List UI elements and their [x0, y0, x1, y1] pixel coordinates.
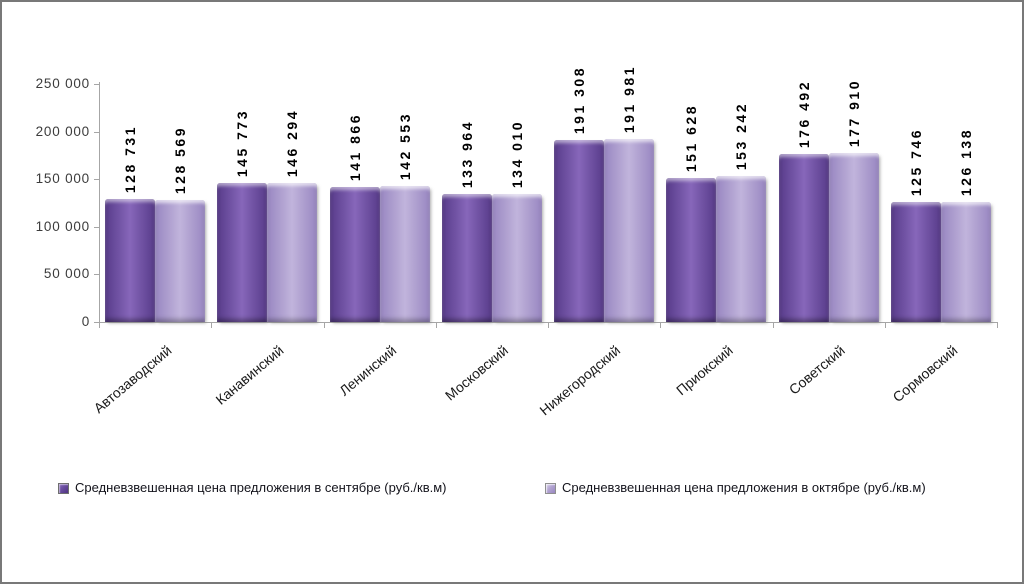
bar-value-label: 153 242: [716, 102, 766, 170]
bar-series1-Автозаводский: [105, 199, 155, 322]
bar-series2-Автозаводский: [155, 200, 205, 322]
bar-series2-Канавинский: [267, 183, 317, 322]
y-axis-tick: [94, 131, 99, 133]
category-label: Автозаводский: [90, 342, 175, 417]
bar-series2-Московский: [492, 194, 542, 322]
x-axis-tick: [324, 322, 325, 328]
legend-swatch-icon: [58, 482, 69, 494]
bar-series1-Московский: [442, 194, 492, 322]
bar-value-label: 125 746: [891, 128, 941, 196]
legend-label: Средневзвешенная цена предложения в октя…: [562, 480, 926, 495]
category-label: Нижегородский: [536, 342, 624, 419]
bar-value-label: 128 569: [155, 126, 205, 194]
bar-value-text: 133 964: [459, 119, 475, 188]
bar-series1-Сормовский: [891, 202, 941, 322]
bar-value-text: 151 628: [683, 103, 699, 172]
bar-value-label: 145 773: [217, 109, 267, 177]
y-axis: [99, 82, 100, 322]
y-axis-tick: [94, 84, 99, 85]
y-axis-tick: [94, 322, 99, 323]
x-axis-tick: [211, 322, 212, 328]
bar-value-text: 142 553: [397, 111, 413, 180]
bar-value-label: 191 981: [604, 65, 654, 133]
bar-series2-Ленинский: [380, 186, 430, 322]
bar-value-text: 145 773: [234, 108, 250, 177]
y-axis-tick: [94, 274, 99, 276]
bar-value-text: 141 866: [347, 112, 363, 181]
y-tick-label: 200 000: [35, 123, 90, 139]
bar-value-text: 191 981: [621, 64, 637, 133]
bar-series1-Приокский: [666, 178, 716, 322]
legend-label: Средневзвешенная цена предложения в сент…: [75, 480, 447, 495]
legend-item-series2: Средневзвешенная цена предложения в октя…: [545, 479, 926, 497]
bar-series2-Сормовский: [941, 202, 991, 322]
bar-value-label: 146 294: [267, 109, 317, 177]
y-axis-tick: [94, 226, 99, 228]
bar-value-label: 128 731: [105, 125, 155, 193]
category-label: Советский: [785, 342, 848, 398]
x-axis-tick: [997, 322, 998, 328]
legend-swatch-icon: [545, 482, 556, 494]
x-axis-tick: [660, 322, 661, 328]
bar-value-label: 142 553: [380, 112, 430, 180]
bar-series2-Приокский: [716, 176, 766, 322]
category-label: Сормовский: [889, 342, 961, 406]
legend-item-series1: Средневзвешенная цена предложения в сент…: [58, 479, 447, 497]
bar-value-text: 153 242: [733, 101, 749, 170]
bar-series1-Нижегородский: [554, 140, 604, 322]
bar-value-label: 176 492: [779, 80, 829, 148]
x-axis-tick: [548, 322, 549, 328]
bar-value-label: 151 628: [666, 104, 716, 172]
bar-value-text: 126 138: [958, 127, 974, 196]
bar-value-text: 128 569: [172, 125, 188, 194]
category-label: Приокский: [672, 342, 736, 399]
bar-value-text: 134 010: [509, 119, 525, 188]
category-label: Канавинский: [212, 342, 287, 408]
bar-value-text: 176 492: [796, 79, 812, 148]
bar-value-text: 177 910: [846, 78, 862, 147]
bar-value-label: 126 138: [941, 128, 991, 196]
bar-series1-Канавинский: [217, 183, 267, 322]
x-axis-tick: [436, 322, 437, 328]
bar-series2-Нижегородский: [604, 139, 654, 322]
bar-series1-Советский: [779, 154, 829, 322]
y-tick-label: 100 000: [35, 218, 90, 234]
x-axis-tick: [885, 322, 886, 328]
bar-value-label: 134 010: [492, 120, 542, 188]
x-axis-tick: [773, 322, 774, 328]
bar-value-label: 177 910: [829, 79, 879, 147]
y-tick-label: 250 000: [35, 76, 90, 91]
y-tick-label: 0: [81, 314, 90, 329]
x-axis-tick: [99, 322, 100, 328]
bar-value-text: 128 731: [122, 124, 138, 193]
category-label: Московский: [442, 342, 512, 404]
bar-value-label: 141 866: [330, 113, 380, 181]
bar-value-text: 146 294: [284, 108, 300, 177]
bar-series2-Советский: [829, 153, 879, 322]
bar-value-text: 191 308: [571, 65, 587, 134]
y-tick-label: 150 000: [35, 171, 90, 187]
y-axis-tick: [94, 179, 99, 181]
category-label: Ленинский: [335, 342, 399, 399]
bar-value-text: 125 746: [908, 127, 924, 196]
y-tick-label: 50 000: [43, 266, 90, 282]
bar-value-label: 133 964: [442, 120, 492, 188]
chart-legend: Средневзвешенная цена предложения в сент…: [2, 479, 1022, 501]
bar-value-label: 191 308: [554, 66, 604, 134]
bar-series1-Ленинский: [330, 187, 380, 322]
